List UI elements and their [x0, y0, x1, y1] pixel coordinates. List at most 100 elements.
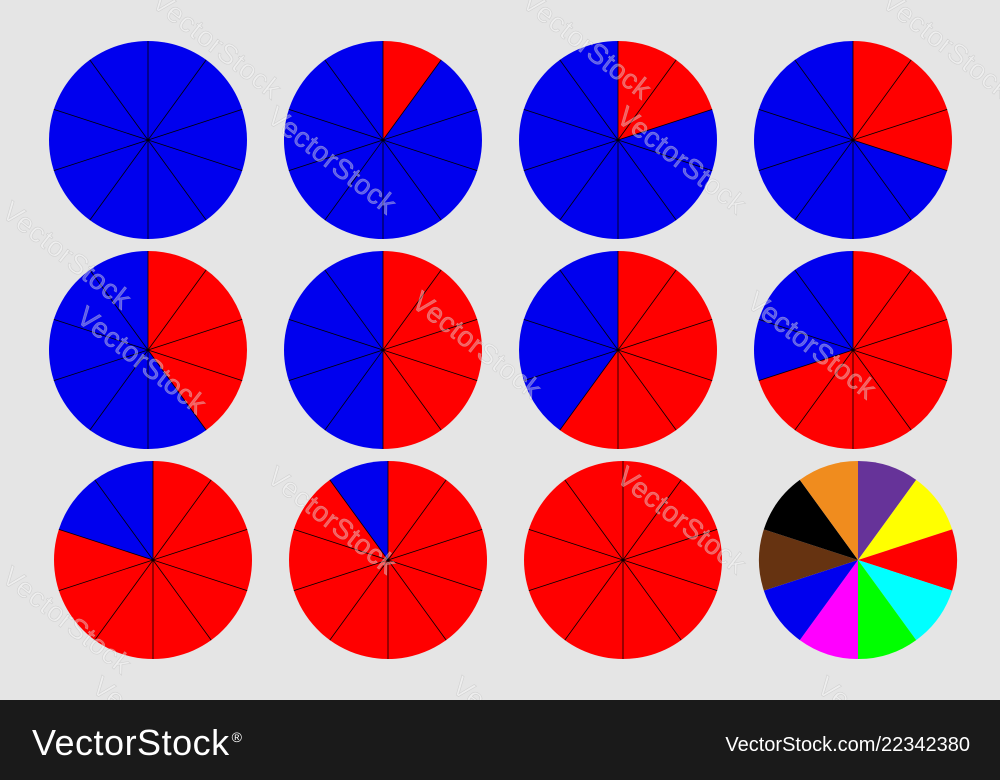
slice-divider [852, 59, 912, 141]
slice-divider [617, 139, 713, 171]
slice-divider [559, 59, 619, 141]
multicolor-pie [759, 461, 957, 659]
slice-divider [523, 109, 619, 141]
slice-divider [89, 349, 149, 431]
fraction-pie-3-of-10 [753, 41, 952, 240]
footer-brand-name: VectorStock [32, 722, 230, 763]
slice-divider [758, 349, 854, 381]
pie-empty-portion [284, 251, 383, 449]
footer-bar: VectorStock ® VectorStock.com/22342380 [0, 700, 1000, 780]
slice-divider [387, 479, 447, 561]
pie-filled-portion [618, 41, 713, 140]
fraction-pie-1-of-10 [283, 41, 482, 239]
slice-divider [89, 269, 149, 351]
slice-divider [382, 349, 478, 381]
pie-filled-portion [853, 41, 952, 171]
slice-divider [293, 559, 389, 591]
slice-divider [53, 319, 149, 351]
slice-divider [329, 479, 389, 561]
pie-empty-portion [58, 461, 153, 560]
slice-divider [387, 529, 483, 561]
slice-divider [53, 109, 149, 141]
slice-divider [324, 59, 384, 141]
slice-divider [147, 269, 207, 351]
slice-divider [89, 139, 149, 221]
slice-divider [617, 109, 713, 141]
multicolor-slice [763, 560, 858, 641]
slice-divider [794, 59, 854, 141]
pie-filled-portion [383, 251, 482, 449]
slice-divider [382, 59, 442, 141]
slice-divider [387, 559, 483, 591]
slice-divider [528, 529, 624, 561]
slice-divider [94, 559, 154, 641]
slice-divider [559, 269, 619, 351]
pie-filled-portion [148, 251, 247, 431]
slice-divider [617, 349, 713, 381]
slice-divider [288, 109, 384, 141]
slice-divider [89, 59, 149, 141]
multicolor-slice [858, 529, 957, 591]
multicolor-slice [858, 560, 917, 659]
slice-divider [622, 479, 682, 561]
slice-divider [288, 139, 384, 171]
slice-divider [758, 319, 854, 351]
slice-divider [382, 349, 442, 431]
slice-divider [758, 109, 854, 141]
slice-divider [147, 109, 243, 141]
slice-divider [147, 139, 243, 171]
slice-divider [152, 529, 248, 561]
slice-divider [288, 319, 384, 351]
multicolor-slice [858, 560, 953, 641]
slice-divider [617, 59, 677, 141]
multicolor-slice [858, 479, 953, 560]
slice-divider [559, 139, 619, 221]
slice-divider [794, 349, 854, 431]
fraction-pie-5-of-10 [284, 251, 482, 449]
slice-divider [559, 349, 619, 431]
fraction-pie-6-of-10 [519, 251, 718, 450]
slice-divider [564, 479, 624, 561]
fraction-pie-9-of-10 [289, 461, 488, 659]
slice-divider [58, 559, 154, 591]
slice-divider [147, 59, 207, 141]
slice-divider [147, 139, 207, 221]
slice-divider [94, 479, 154, 561]
multicolor-slice [763, 479, 858, 560]
slice-divider [58, 529, 154, 561]
fraction-pie-10-of-10 [524, 461, 722, 659]
pie-empty-portion [48, 250, 207, 449]
slice-divider [293, 529, 389, 561]
multicolor-slice [799, 461, 858, 560]
slice-divider [382, 269, 442, 351]
slice-divider [152, 559, 248, 591]
slice-divider [852, 139, 912, 221]
slice-divider [622, 529, 718, 561]
slice-divider [852, 109, 948, 141]
slice-divider [324, 269, 384, 351]
footer-brand: VectorStock ® [32, 722, 242, 764]
slice-divider [523, 349, 619, 381]
slice-divider [329, 559, 389, 641]
slice-divider [617, 139, 677, 221]
slice-divider [147, 319, 243, 351]
slice-divider [617, 349, 677, 431]
slice-divider [152, 559, 212, 641]
multicolor-slice [799, 560, 858, 659]
footer-registered-mark: ® [231, 729, 243, 745]
pies-layer [48, 41, 957, 659]
multicolor-slice [759, 529, 858, 591]
slice-divider [852, 349, 948, 381]
fraction-pie-8-of-10 [54, 460, 253, 659]
watermark-text: VectorStock [86, 670, 228, 700]
fraction-pie-2-of-10 [518, 41, 717, 240]
pie-empty-portion [754, 251, 853, 381]
slice-divider [852, 139, 948, 171]
fraction-pie-4-of-10 [48, 250, 247, 449]
slice-divider [758, 139, 854, 171]
slice-divider [382, 319, 478, 351]
slice-divider [53, 349, 149, 381]
slice-divider [147, 349, 243, 381]
pie-filled-portion [383, 41, 442, 140]
